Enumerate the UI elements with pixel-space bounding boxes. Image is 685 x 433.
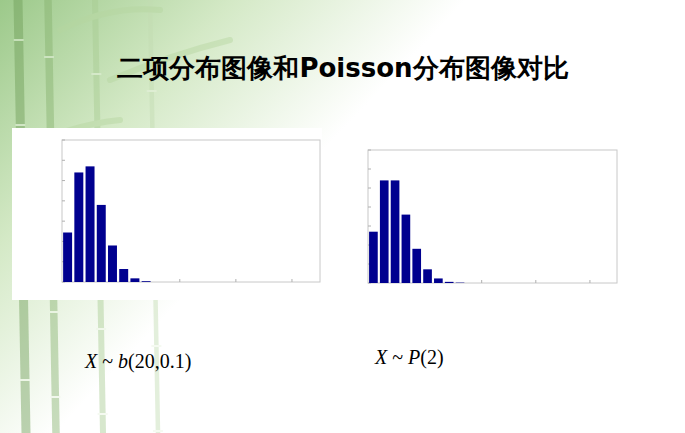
bar [510,283,519,284]
y-tick [62,221,65,222]
y-tick [368,207,371,208]
bar [531,283,540,284]
bar [369,232,378,283]
bamboo-node [14,39,24,41]
bar [254,282,263,283]
plot-frame [368,150,617,283]
y-tick [62,180,65,181]
bar [542,283,551,284]
bars [369,180,464,283]
y-tick [62,200,65,201]
bar [477,283,486,284]
x-tick [589,280,590,283]
bar [175,282,184,283]
bar [153,282,162,283]
bar [423,269,432,283]
bar [243,282,252,283]
bar [445,282,454,283]
slide: 二项分布图像和Poisson分布图像对比 X ~ b(20,0.1) X ~ P(2… [0,0,685,433]
bar [220,282,229,283]
bar [164,282,173,283]
plot-frame [62,140,320,282]
y-tick [62,140,65,141]
bar [467,283,476,284]
x-tick [481,280,482,283]
bamboo-node [91,73,101,75]
bamboo-node [44,56,54,58]
bar [287,282,296,283]
bamboo-node [147,90,157,92]
bars [63,166,150,282]
bar [564,283,573,284]
slide-title: 二项分布图像和Poisson分布图像对比 [117,53,568,83]
bar [456,282,465,283]
bar [209,282,218,283]
bamboo-node [50,396,60,398]
chart-caption: X ~ P(2) [374,346,444,369]
bar [553,283,562,284]
bamboo-node [96,328,106,330]
bar [108,245,117,282]
bar [380,180,389,283]
bar [391,180,400,283]
bar [265,282,274,283]
bamboo-node [20,379,30,381]
y-tick [368,226,371,227]
y-tick [368,150,371,151]
bar [97,205,106,282]
bar [86,166,95,282]
bamboo-node [49,311,59,313]
bar [434,278,443,283]
bar [119,269,128,282]
bar [521,283,530,284]
chart [368,150,617,283]
bar [231,282,240,283]
background [0,0,685,433]
bamboo-node [98,413,108,415]
x-tick [179,279,180,282]
x-tick [235,279,236,282]
bamboo-node [151,345,161,347]
bar [575,283,584,284]
x-tick [535,280,536,283]
chart-caption: X ~ b(20,0.1) [84,350,191,373]
bar [499,283,508,284]
chart [12,128,322,300]
bar [402,215,411,283]
bar [412,249,421,283]
y-tick [368,188,371,189]
bar [63,233,72,282]
bar [586,283,595,284]
bar [142,281,151,282]
bar [187,282,196,283]
y-tick [62,160,65,161]
bar [74,172,83,282]
chart-panel [12,128,322,300]
bar [198,282,207,283]
bar [488,283,497,284]
y-tick [368,169,371,170]
bamboo-leaf [60,9,160,30]
x-tick [291,279,292,282]
bar [276,282,285,283]
bar [130,278,139,282]
bamboo-node [153,430,163,432]
bamboo-node [15,124,25,126]
